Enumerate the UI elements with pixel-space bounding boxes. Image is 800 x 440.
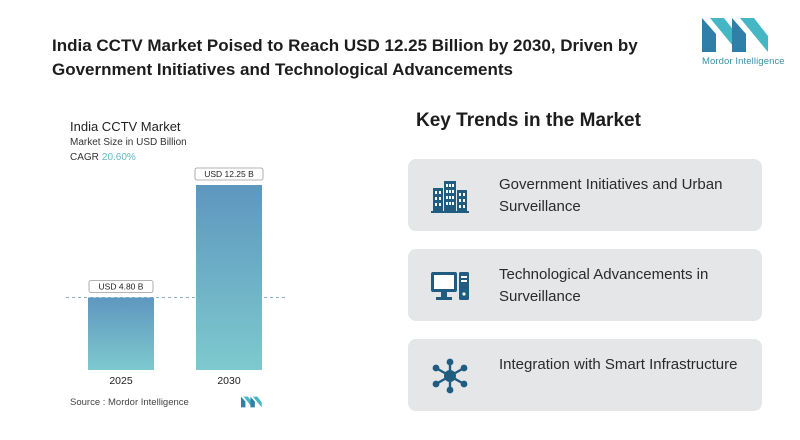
data-label: USD 4.80 B xyxy=(99,282,144,292)
chart-subtitle: Market Size in USD Billion xyxy=(70,137,187,148)
cagr-value: 20.60% xyxy=(101,152,136,163)
city-buildings-icon xyxy=(430,178,470,214)
data-label-box xyxy=(88,280,154,293)
bar-chart: USD 4.80 B 2025 USD 12.25 B 2030 xyxy=(66,167,286,387)
trend-label: Integration with Smart Infrastructure xyxy=(499,356,738,373)
trend-card-smart-infrastructure: Integration with Smart Infrastructure xyxy=(408,339,762,411)
chart-source: Source : Mordor Intelligence xyxy=(70,397,189,408)
x-tick-label: 2030 xyxy=(217,375,241,387)
trends-title: Key Trends in the Market xyxy=(416,110,641,131)
x-tick-label: 2025 xyxy=(109,375,133,387)
chart-title: India CCTV Market xyxy=(70,119,181,134)
trend-card-government: Government Initiatives and Urban Surveil… xyxy=(408,159,762,231)
computer-icon xyxy=(430,268,470,304)
brand-logo: Mordor Intelligence xyxy=(702,16,785,76)
trend-label: Technological Advancements in Surveillan… xyxy=(499,266,709,305)
cagr-label: CAGR xyxy=(70,152,99,163)
bar-2025 xyxy=(88,297,154,370)
source-logo-icon xyxy=(241,396,262,408)
trend-card-technology: Technological Advancements in Surveillan… xyxy=(408,249,762,321)
mordor-logo-icon xyxy=(702,18,768,52)
network-icon xyxy=(430,358,470,394)
logo-text: Mordor Intelligence xyxy=(702,56,785,67)
chart-cagr: CAGR 20.60% xyxy=(70,152,136,163)
data-label-box xyxy=(194,167,264,181)
data-label: USD 12.25 B xyxy=(204,169,254,179)
trend-label: Government Initiatives and Urban Surveil… xyxy=(499,176,723,215)
headline: India CCTV Market Poised to Reach USD 12… xyxy=(52,36,638,79)
bar-2030 xyxy=(196,185,262,370)
